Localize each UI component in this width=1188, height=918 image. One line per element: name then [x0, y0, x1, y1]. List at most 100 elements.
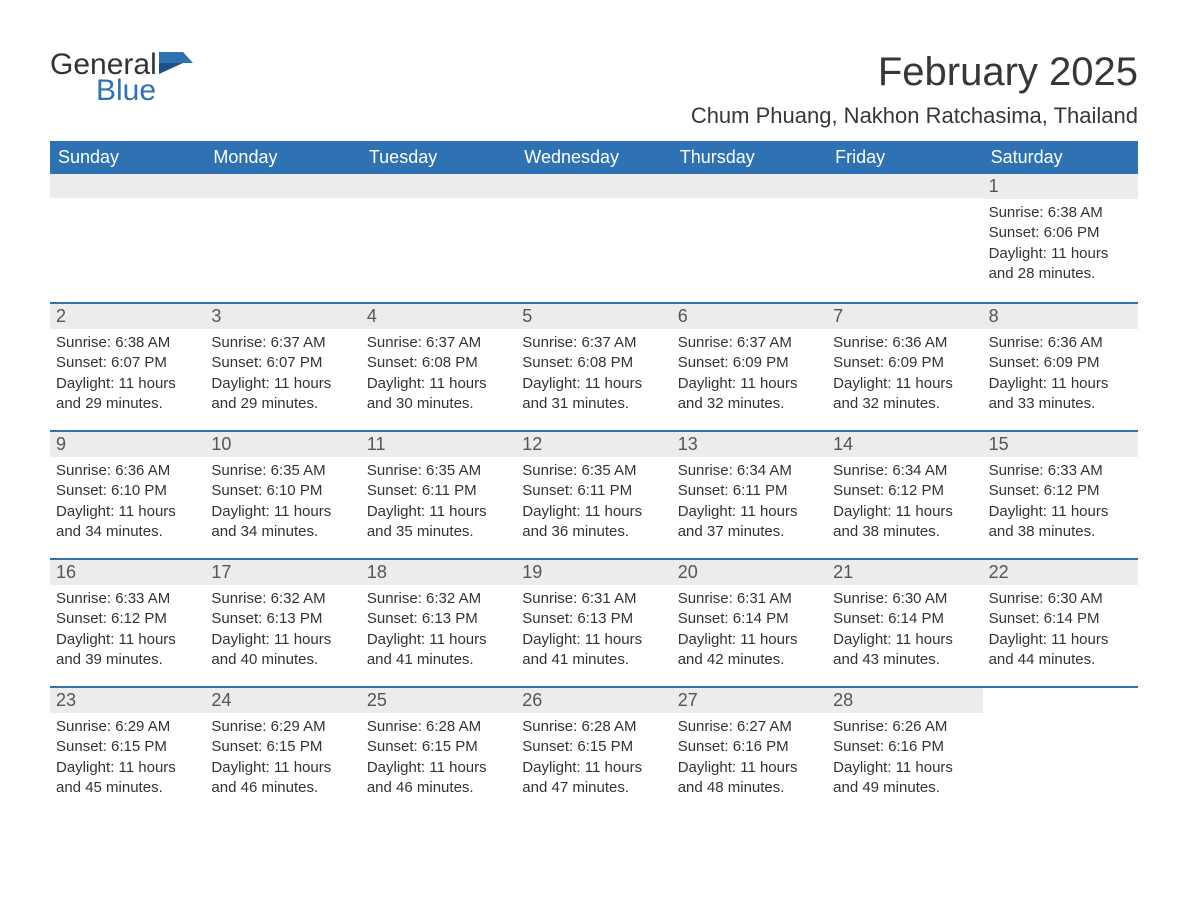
- sunrise-text: Sunrise: 6:29 AM: [211, 717, 354, 737]
- daylight-text-2: and 30 minutes.: [367, 394, 510, 414]
- day-number-strip: 26: [516, 688, 671, 713]
- week-row: 9 Sunrise: 6:36 AMSunset: 6:10 PMDaylight…: [50, 430, 1138, 558]
- empty-day-strip: [50, 174, 205, 198]
- sunset-text: Sunset: 6:11 PM: [367, 481, 510, 501]
- dow-saturday: Saturday: [983, 141, 1138, 174]
- daylight-text-1: Daylight: 11 hours: [522, 630, 665, 650]
- sunset-text: Sunset: 6:15 PM: [211, 737, 354, 757]
- sunrise-text: Sunrise: 6:34 AM: [678, 461, 821, 481]
- dow-friday: Friday: [827, 141, 982, 174]
- day-info: Sunrise: 6:37 AMSunset: 6:07 PMDaylight:…: [211, 333, 354, 414]
- daylight-text-1: Daylight: 11 hours: [211, 502, 354, 522]
- day-number-strip: 27: [672, 688, 827, 713]
- day-info: Sunrise: 6:37 AMSunset: 6:08 PMDaylight:…: [522, 333, 665, 414]
- day-cell: 4 Sunrise: 6:37 AMSunset: 6:08 PMDaylight…: [361, 304, 516, 430]
- empty-day-strip: [827, 174, 982, 198]
- day-info: Sunrise: 6:36 AMSunset: 6:10 PMDaylight:…: [56, 461, 199, 542]
- dow-monday: Monday: [205, 141, 360, 174]
- daylight-text-2: and 39 minutes.: [56, 650, 199, 670]
- day-cell: 9 Sunrise: 6:36 AMSunset: 6:10 PMDaylight…: [50, 432, 205, 558]
- sunset-text: Sunset: 6:10 PM: [56, 481, 199, 501]
- daylight-text-2: and 41 minutes.: [367, 650, 510, 670]
- day-info: Sunrise: 6:27 AMSunset: 6:16 PMDaylight:…: [678, 717, 821, 798]
- day-number-strip: 19: [516, 560, 671, 585]
- sunrise-text: Sunrise: 6:28 AM: [522, 717, 665, 737]
- day-cell: 19Sunrise: 6:31 AMSunset: 6:13 PMDayligh…: [516, 560, 671, 686]
- dow-sunday: Sunday: [50, 141, 205, 174]
- brand-text: General Blue: [50, 50, 193, 106]
- day-cell: [205, 174, 360, 302]
- daylight-text-2: and 34 minutes.: [56, 522, 199, 542]
- daylight-text-1: Daylight: 11 hours: [989, 374, 1132, 394]
- sunrise-text: Sunrise: 6:35 AM: [522, 461, 665, 481]
- day-number: 2: [56, 306, 199, 327]
- daylight-text-1: Daylight: 11 hours: [522, 502, 665, 522]
- sunrise-text: Sunrise: 6:37 AM: [522, 333, 665, 353]
- day-cell: 3Sunrise: 6:37 AMSunset: 6:07 PMDaylight…: [205, 304, 360, 430]
- sunset-text: Sunset: 6:14 PM: [833, 609, 976, 629]
- daylight-text-2: and 42 minutes.: [678, 650, 821, 670]
- sunset-text: Sunset: 6:07 PM: [56, 353, 199, 373]
- month-title: February 2025: [691, 50, 1138, 95]
- daylight-text-2: and 38 minutes.: [989, 522, 1132, 542]
- empty-day-strip: [361, 174, 516, 198]
- daylight-text-2: and 31 minutes.: [522, 394, 665, 414]
- daylight-text-2: and 32 minutes.: [678, 394, 821, 414]
- sunrise-text: Sunrise: 6:31 AM: [522, 589, 665, 609]
- week-row: 16Sunrise: 6:33 AMSunset: 6:12 PMDayligh…: [50, 558, 1138, 686]
- day-cell: 14Sunrise: 6:34 AMSunset: 6:12 PMDayligh…: [827, 432, 982, 558]
- day-number-strip: 9: [50, 432, 205, 457]
- daylight-text-1: Daylight: 11 hours: [678, 630, 821, 650]
- daylight-text-1: Daylight: 11 hours: [56, 758, 199, 778]
- day-number-strip: 7: [827, 304, 982, 329]
- location-subtitle: Chum Phuang, Nakhon Ratchasima, Thailand: [691, 103, 1138, 129]
- day-cell: 11Sunrise: 6:35 AMSunset: 6:11 PMDayligh…: [361, 432, 516, 558]
- daylight-text-2: and 43 minutes.: [833, 650, 976, 670]
- day-number-strip: 15: [983, 432, 1138, 457]
- sunset-text: Sunset: 6:11 PM: [522, 481, 665, 501]
- daylight-text-2: and 28 minutes.: [989, 264, 1132, 284]
- sunset-text: Sunset: 6:13 PM: [367, 609, 510, 629]
- sunset-text: Sunset: 6:12 PM: [989, 481, 1132, 501]
- sunrise-text: Sunrise: 6:30 AM: [989, 589, 1132, 609]
- day-number-strip: 4: [361, 304, 516, 329]
- day-number: 20: [678, 562, 821, 583]
- day-info: Sunrise: 6:35 AMSunset: 6:10 PMDaylight:…: [211, 461, 354, 542]
- sunrise-text: Sunrise: 6:26 AM: [833, 717, 976, 737]
- day-number: 6: [678, 306, 821, 327]
- day-info: Sunrise: 6:28 AMSunset: 6:15 PMDaylight:…: [522, 717, 665, 798]
- day-number: 5: [522, 306, 665, 327]
- day-cell: [50, 174, 205, 302]
- daylight-text-1: Daylight: 11 hours: [56, 502, 199, 522]
- sunrise-text: Sunrise: 6:32 AM: [211, 589, 354, 609]
- day-number: 13: [678, 434, 821, 455]
- dow-wednesday: Wednesday: [516, 141, 671, 174]
- day-info: Sunrise: 6:35 AMSunset: 6:11 PMDaylight:…: [522, 461, 665, 542]
- day-number-strip: 17: [205, 560, 360, 585]
- day-number: 19: [522, 562, 665, 583]
- day-number-strip: 25: [361, 688, 516, 713]
- week-row: 1Sunrise: 6:38 AMSunset: 6:06 PMDaylight…: [50, 174, 1138, 302]
- sunset-text: Sunset: 6:15 PM: [56, 737, 199, 757]
- sunrise-text: Sunrise: 6:29 AM: [56, 717, 199, 737]
- day-cell: 7Sunrise: 6:36 AMSunset: 6:09 PMDaylight…: [827, 304, 982, 430]
- daylight-text-1: Daylight: 11 hours: [522, 758, 665, 778]
- day-cell: [827, 174, 982, 302]
- day-info: Sunrise: 6:38 AMSunset: 6:07 PMDaylight:…: [56, 333, 199, 414]
- day-cell: 22Sunrise: 6:30 AMSunset: 6:14 PMDayligh…: [983, 560, 1138, 686]
- sunset-text: Sunset: 6:14 PM: [989, 609, 1132, 629]
- sunset-text: Sunset: 6:14 PM: [678, 609, 821, 629]
- day-info: Sunrise: 6:37 AMSunset: 6:08 PMDaylight:…: [367, 333, 510, 414]
- daylight-text-1: Daylight: 11 hours: [989, 630, 1132, 650]
- sunset-text: Sunset: 6:15 PM: [522, 737, 665, 757]
- day-cell: 6Sunrise: 6:37 AMSunset: 6:09 PMDaylight…: [672, 304, 827, 430]
- daylight-text-2: and 32 minutes.: [833, 394, 976, 414]
- day-cell: 16Sunrise: 6:33 AMSunset: 6:12 PMDayligh…: [50, 560, 205, 686]
- day-info: Sunrise: 6:28 AMSunset: 6:15 PMDaylight:…: [367, 717, 510, 798]
- sunset-text: Sunset: 6:13 PM: [211, 609, 354, 629]
- sunrise-text: Sunrise: 6:35 AM: [211, 461, 354, 481]
- daylight-text-2: and 46 minutes.: [367, 778, 510, 798]
- daylight-text-2: and 38 minutes.: [833, 522, 976, 542]
- day-number-strip: 2: [50, 304, 205, 329]
- day-info: Sunrise: 6:29 AMSunset: 6:15 PMDaylight:…: [56, 717, 199, 798]
